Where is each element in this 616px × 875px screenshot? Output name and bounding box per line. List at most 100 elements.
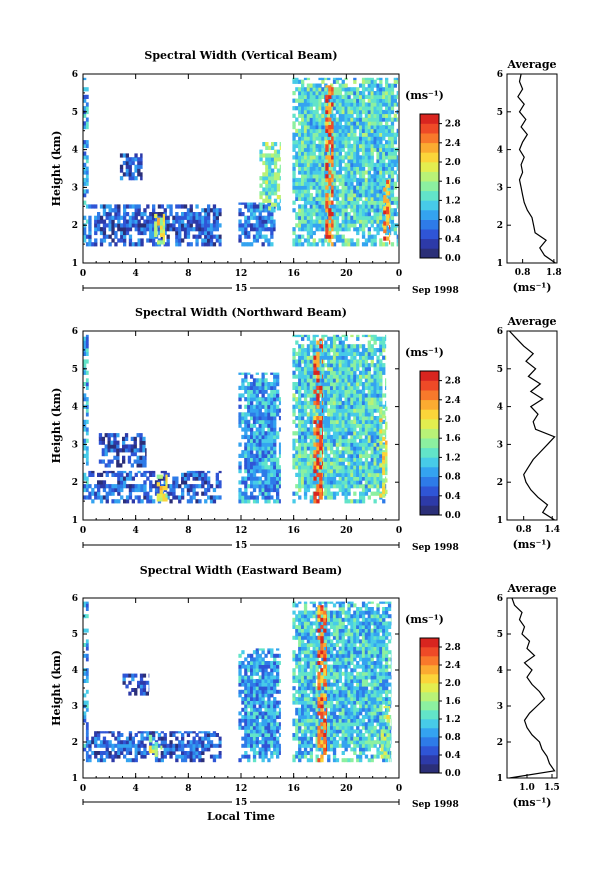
heatmap-cell [373, 465, 377, 470]
heatmap-cell [338, 132, 342, 137]
heatmap-cell [319, 419, 323, 424]
heatmap-cell [298, 431, 302, 436]
heatmap-cell [312, 162, 316, 167]
heatmap-cell [83, 453, 87, 458]
heatmap-cell [379, 94, 383, 99]
heatmap-cell [88, 234, 92, 239]
heatmap-cell [303, 177, 308, 183]
heatmap-cell [178, 234, 182, 239]
heatmap-cell [298, 79, 302, 84]
heatmap-cell [306, 87, 311, 92]
heatmap-cell [99, 751, 104, 755]
heatmap-cell [338, 102, 342, 107]
heatmap-cell [165, 482, 168, 487]
heatmap-cell [298, 94, 302, 99]
heatmap-cell [117, 212, 121, 217]
heatmap-cell [364, 94, 369, 99]
heatmap-cell [376, 397, 380, 402]
heatmap-cell [306, 469, 311, 474]
heatmap-cell [356, 109, 360, 115]
heatmap-cell [338, 94, 342, 99]
heatmap-cell [385, 382, 387, 387]
heatmap-cell [279, 198, 281, 203]
heatmap-cell [338, 204, 342, 209]
heatmap-cell [382, 177, 386, 183]
heatmap-cell [347, 132, 351, 137]
heatmap-cell [265, 145, 269, 150]
heatmap-cell [250, 427, 254, 432]
heatmap-cell [327, 227, 331, 232]
heatmap-cell [353, 219, 357, 224]
heatmap-cell [315, 102, 319, 107]
heatmap-cell [85, 382, 89, 387]
heatmap-cell [99, 238, 104, 243]
heatmap-cell [264, 453, 268, 458]
heatmap-cell [85, 219, 89, 224]
heatmap-cell [301, 438, 305, 443]
heatmap-cell [270, 397, 274, 402]
heatmap-cell [301, 242, 305, 247]
heatmap-cell [309, 234, 313, 239]
heatmap-cell [327, 77, 331, 81]
heatmap-cell [301, 136, 305, 141]
heatmap-cell [255, 476, 259, 481]
heatmap-cell [198, 736, 202, 741]
heatmap-cell [332, 177, 337, 183]
heatmap-cell [353, 385, 357, 390]
heatmap-cell [298, 487, 302, 493]
heatmap-cell [264, 204, 268, 209]
heatmap-cell [99, 740, 104, 745]
heatmap-cell [373, 385, 377, 390]
heatmap-cell [130, 452, 134, 457]
heatmap-cell [301, 102, 305, 107]
heatmap-cell [258, 385, 262, 390]
heatmap-cell [315, 132, 319, 137]
heatmap-cell [303, 442, 308, 447]
heatmap-cell [344, 393, 348, 398]
heatmap-cell [309, 121, 313, 126]
heatmap-cell [341, 227, 345, 232]
heatmap-cell [255, 393, 259, 398]
heatmap-cell [292, 404, 296, 409]
heatmap-cell [393, 170, 397, 175]
heatmap-cell [353, 344, 357, 349]
heatmap-cell [265, 187, 269, 192]
heatmap-cell [347, 155, 351, 160]
heatmap-cell [321, 151, 325, 156]
heatmap-cell [306, 151, 311, 156]
average-y-tick-label: 5 [497, 108, 503, 118]
heatmap-cell [370, 408, 374, 413]
heatmap-cell [267, 416, 271, 421]
heatmap-cell [330, 382, 334, 387]
heatmap-cell [322, 408, 323, 413]
heatmap-cell [324, 434, 328, 440]
heatmap-cell [315, 366, 319, 372]
heatmap-cell [215, 484, 219, 489]
heatmap-cell [244, 234, 248, 239]
heatmap-cell [241, 372, 245, 375]
heatmap-cell [330, 340, 334, 345]
heatmap-cell [387, 98, 392, 103]
heatmap-cell [134, 733, 138, 737]
colorbar-swatch [420, 200, 439, 211]
heatmap-cell [356, 189, 360, 194]
heatmap-cell [382, 117, 386, 122]
heatmap-cell [383, 236, 387, 241]
heatmap-cell [335, 385, 340, 390]
heatmap-cell [298, 143, 302, 149]
heatmap-cell [347, 419, 351, 424]
heatmap-cell [383, 229, 387, 234]
heatmap-cell [344, 109, 348, 115]
heatmap-cell [303, 491, 308, 496]
heatmap-cell [238, 711, 242, 716]
heatmap-cell [364, 487, 369, 493]
average-title: Average [506, 58, 556, 71]
heatmap-cell [330, 113, 334, 118]
heatmap-cell [350, 457, 354, 462]
heatmap-cell [97, 751, 101, 755]
heatmap-cell [370, 400, 374, 406]
heatmap-cell [350, 109, 354, 115]
heatmap-cell [396, 242, 399, 247]
heatmap-cell [125, 204, 130, 209]
heatmap-cell [276, 499, 280, 504]
